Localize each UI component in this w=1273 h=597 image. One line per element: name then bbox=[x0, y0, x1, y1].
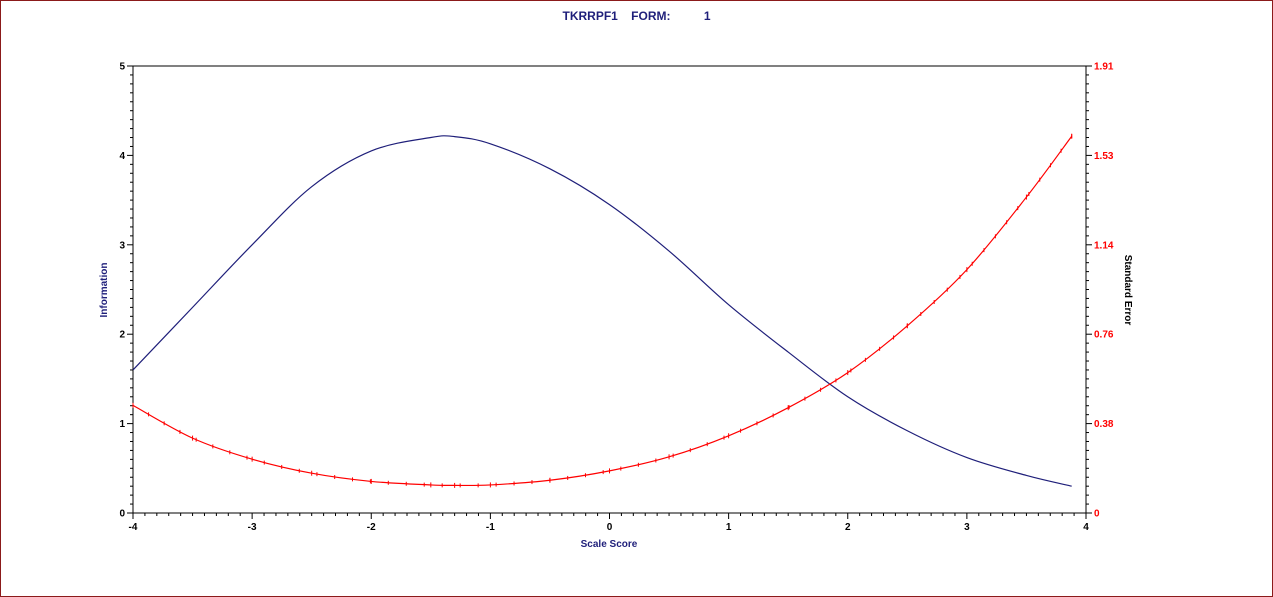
x-tick-label: -1 bbox=[486, 522, 495, 533]
information-series-line bbox=[132, 135, 1072, 487]
y2-tick-label: 1.91 bbox=[1094, 62, 1114, 73]
y2-tick-label: 0.38 bbox=[1094, 419, 1114, 430]
chart-title: TKRRPF1 FORM: 1 bbox=[562, 9, 711, 23]
y-tick-label: 5 bbox=[119, 62, 125, 73]
series-layer bbox=[132, 133, 1073, 488]
y2-axis-label: Standard Error bbox=[1122, 255, 1133, 326]
x-tick-label: 2 bbox=[845, 522, 851, 533]
y-tick-label: 1 bbox=[119, 419, 125, 430]
y-tick-label: 2 bbox=[119, 330, 125, 341]
x-tick-label: -3 bbox=[248, 522, 257, 533]
x-tick-label: 4 bbox=[1083, 522, 1089, 533]
y2-tick-label: 0.76 bbox=[1094, 330, 1114, 341]
x-tick-label: -4 bbox=[129, 522, 138, 533]
y2-tick-label: 0 bbox=[1094, 509, 1100, 520]
y-tick-label: 0 bbox=[119, 509, 125, 520]
plot-area bbox=[132, 65, 1087, 514]
x-axis-label: Scale Score bbox=[581, 539, 638, 550]
x-tick-label: -2 bbox=[367, 522, 376, 533]
y-axis-label: Information bbox=[99, 263, 110, 318]
y-tick-label: 3 bbox=[119, 240, 125, 251]
standard-error-series-line bbox=[132, 135, 1073, 487]
x-tick-label: 1 bbox=[726, 522, 732, 533]
y2-tick-label: 1.14 bbox=[1094, 240, 1114, 251]
x-tick-label: 3 bbox=[964, 522, 970, 533]
y-tick-label: 4 bbox=[119, 151, 125, 162]
y2-tick-label: 1.53 bbox=[1094, 151, 1114, 162]
x-tick-label: 0 bbox=[607, 522, 613, 533]
